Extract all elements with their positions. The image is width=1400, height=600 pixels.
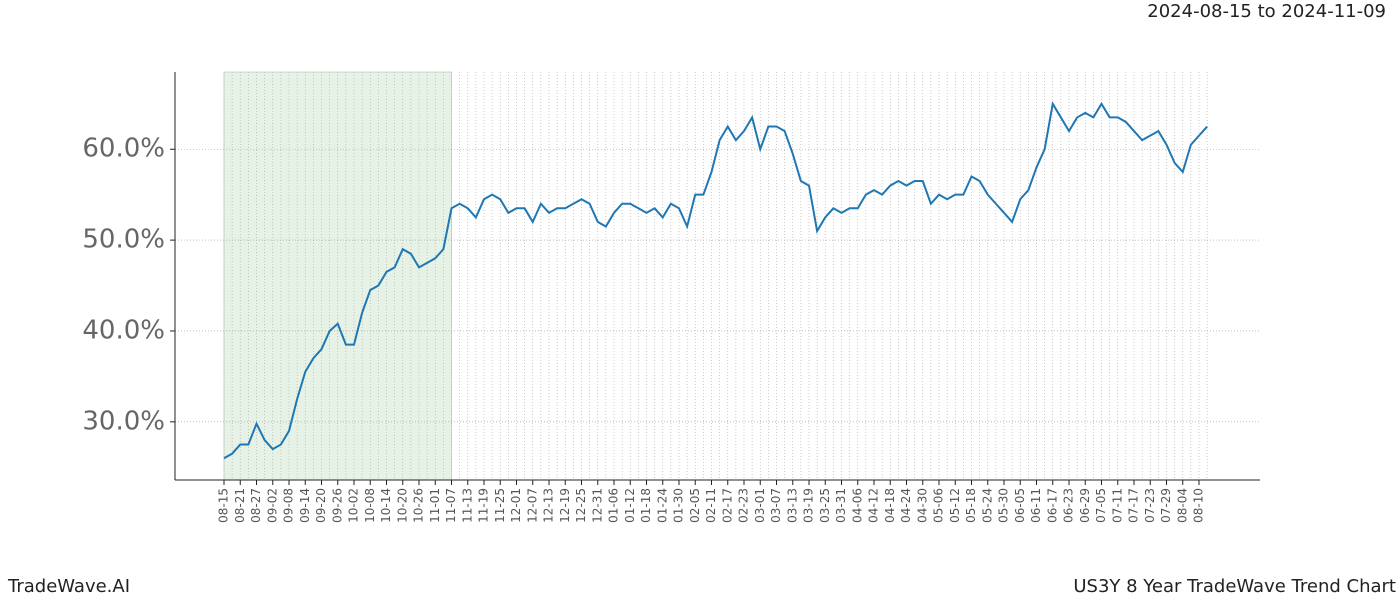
x-tick-label: 08-15 xyxy=(217,488,231,523)
x-tick-label: 06-11 xyxy=(1029,488,1043,523)
x-tick-label: 04-18 xyxy=(883,488,897,523)
x-tick-label: 12-01 xyxy=(509,488,523,523)
x-tick-label: 07-23 xyxy=(1143,488,1157,523)
x-tick-label: 09-02 xyxy=(265,488,279,523)
x-tick-label: 05-30 xyxy=(997,488,1011,523)
x-tick-label: 03-19 xyxy=(802,488,816,523)
x-tick-label: 06-05 xyxy=(1013,488,1027,523)
x-tick-label: 04-12 xyxy=(867,488,881,523)
x-tick-label: 12-13 xyxy=(542,488,556,523)
x-tick-label: 03-25 xyxy=(818,488,832,523)
x-tick-label: 11-19 xyxy=(477,488,491,523)
x-tick-label: 01-18 xyxy=(639,488,653,523)
x-tick-label: 06-23 xyxy=(1062,488,1076,523)
x-tick-label: 11-01 xyxy=(428,488,442,523)
x-tick-label: 10-20 xyxy=(395,488,409,523)
x-tick-label: 01-06 xyxy=(607,488,621,523)
x-tick-label: 11-13 xyxy=(460,488,474,523)
x-tick-label: 12-19 xyxy=(558,488,572,523)
x-tick-label: 09-26 xyxy=(330,488,344,523)
x-tick-label: 07-29 xyxy=(1159,488,1173,523)
y-tick-label: 60.0% xyxy=(82,134,165,164)
x-tick-label: 10-08 xyxy=(363,488,377,523)
x-tick-label: 08-04 xyxy=(1175,488,1189,523)
x-tick-label: 02-23 xyxy=(737,488,751,523)
x-tick-label: 05-12 xyxy=(948,488,962,523)
x-tick-label: 01-12 xyxy=(623,488,637,523)
x-tick-label: 03-01 xyxy=(753,488,767,523)
x-tick-label: 10-02 xyxy=(347,488,361,523)
x-tick-label: 12-07 xyxy=(525,488,539,523)
x-tick-label: 07-11 xyxy=(1110,488,1124,523)
y-tick-label: 30.0% xyxy=(82,406,165,436)
footer-title: US3Y 8 Year TradeWave Trend Chart xyxy=(1073,576,1396,597)
x-tick-label: 05-24 xyxy=(980,488,994,523)
x-tick-label: 09-20 xyxy=(314,488,328,523)
x-tick-label: 03-07 xyxy=(769,488,783,523)
date-range: 2024-08-15 to 2024-11-09 xyxy=(1147,1,1386,22)
brand: TradeWave.AI xyxy=(7,576,130,597)
x-tick-label: 06-17 xyxy=(1045,488,1059,523)
x-tick-label: 11-25 xyxy=(493,488,507,523)
x-tick-label: 07-05 xyxy=(1094,488,1108,523)
x-tick-label: 09-14 xyxy=(298,488,312,523)
x-tick-label: 02-05 xyxy=(688,488,702,523)
x-tick-label: 02-17 xyxy=(720,488,734,523)
x-tick-label: 06-29 xyxy=(1078,488,1092,523)
x-tick-label: 02-11 xyxy=(704,488,718,523)
x-tick-label: 08-21 xyxy=(233,488,247,523)
x-tick-label: 01-24 xyxy=(655,488,669,523)
x-tick-label: 07-17 xyxy=(1127,488,1141,523)
y-tick-label: 50.0% xyxy=(82,225,165,255)
x-tick-label: 12-25 xyxy=(574,488,588,523)
x-tick-label: 05-06 xyxy=(932,488,946,523)
x-tick-label: 11-07 xyxy=(444,488,458,523)
x-tick-label: 12-31 xyxy=(590,488,604,523)
x-tick-label: 03-31 xyxy=(834,488,848,523)
x-tick-label: 04-30 xyxy=(915,488,929,523)
x-tick-label: 10-14 xyxy=(379,488,393,523)
x-tick-label: 05-18 xyxy=(964,488,978,523)
x-tick-label: 04-06 xyxy=(850,488,864,523)
x-tick-label: 08-27 xyxy=(249,488,263,523)
x-tick-label: 10-26 xyxy=(412,488,426,523)
x-tick-label: 09-08 xyxy=(282,488,296,523)
x-tick-label: 01-30 xyxy=(672,488,686,523)
x-tick-label: 03-13 xyxy=(785,488,799,523)
trend-line xyxy=(223,100,1208,460)
x-tick-label: 08-10 xyxy=(1192,488,1206,523)
x-tick-label: 04-24 xyxy=(899,488,913,523)
y-tick-label: 40.0% xyxy=(82,315,165,345)
